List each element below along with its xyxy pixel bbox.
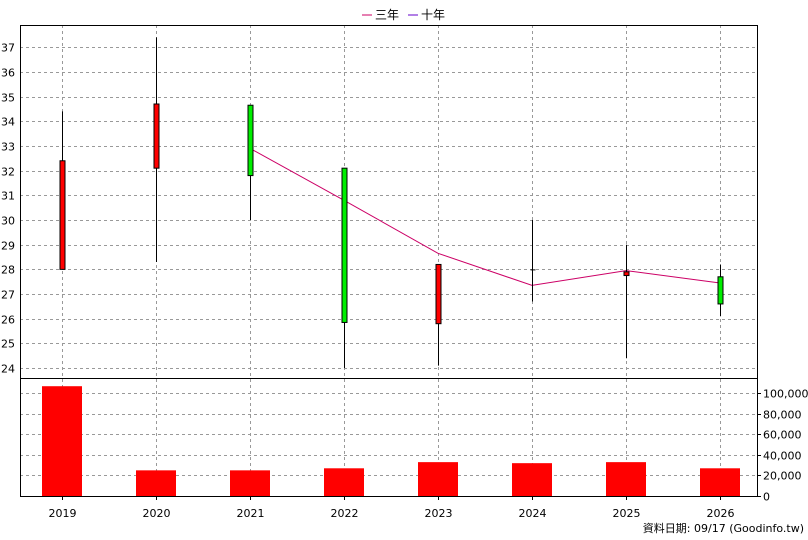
candle-body [623, 271, 630, 277]
price-tick-label: 29 [1, 240, 15, 253]
price-tick-label: 37 [1, 42, 15, 55]
candle-2026 [717, 264, 724, 317]
candle-2023 [435, 263, 442, 366]
plot-frame [20, 25, 758, 497]
volume-tick-label: 80,000 [763, 409, 802, 422]
legend: 三年 十年 [362, 8, 445, 22]
grid [20, 25, 757, 496]
price-tick-label: 28 [1, 264, 15, 277]
volume-tick-label: 100,000 [763, 388, 808, 401]
price-tick-label: 34 [1, 116, 15, 129]
volume-bar-2026 [700, 468, 740, 496]
x-tick-label: 2025 [613, 507, 641, 520]
price-tick-label: 26 [1, 314, 15, 327]
x-tick-label: 2024 [519, 507, 547, 520]
legend-entry: 三年 [362, 8, 399, 22]
price-axis: 24 25 26 27 28 29 30 31 32 33 34 35 36 37 [1, 42, 15, 376]
price-tick-label: 33 [1, 141, 15, 154]
x-tick-label: 2023 [425, 507, 453, 520]
volume-bar-2024 [512, 463, 552, 496]
volume-axis: 0 20,000 40,000 60,000 80,000 100,000 [757, 388, 808, 504]
x-tick-label: 2022 [331, 507, 359, 520]
candle-body [435, 263, 442, 325]
volume-bar-2022 [324, 468, 364, 496]
x-tick-label: 2021 [237, 507, 265, 520]
volume-tick-label: 20,000 [763, 470, 802, 483]
candle-2024 [530, 220, 536, 302]
candle-2020 [153, 37, 160, 262]
candle-2022 [341, 167, 348, 369]
footer-source: 資料日期: 09/17 (Goodinfo.tw) [643, 521, 804, 535]
legend-label: 三年 [375, 8, 399, 22]
x-tick-label: 2020 [143, 507, 171, 520]
price-tick-label: 31 [1, 190, 15, 203]
volume-tick-label: 40,000 [763, 450, 802, 463]
price-tick-label: 25 [1, 338, 15, 351]
legend-entry: 十年 [408, 8, 445, 22]
volume-bar-2023 [418, 462, 458, 496]
moving-average-lines [249, 147, 721, 286]
x-tick-label: 2019 [49, 507, 77, 520]
price-tick-label: 27 [1, 289, 15, 302]
price-tick-label: 24 [1, 363, 15, 376]
price-tick-label: 35 [1, 92, 15, 105]
volume-bars [42, 386, 740, 496]
x-axis: 2019 2020 2021 2022 2023 2024 2025 2026 [49, 496, 735, 520]
candlesticks [59, 37, 724, 369]
volume-bar-2021 [230, 470, 270, 496]
legend-label: 十年 [421, 8, 445, 22]
volume-bar-2020 [136, 470, 176, 496]
x-tick-label: 2026 [707, 507, 735, 520]
price-tick-label: 32 [1, 166, 15, 179]
candle-body [717, 276, 724, 305]
candle-body [153, 103, 160, 169]
volume-bar-2019 [42, 386, 82, 496]
ma-three-year-line [249, 147, 721, 286]
candle-body [247, 104, 254, 177]
price-tick-label: 30 [1, 215, 15, 228]
candle-2021 [247, 104, 254, 221]
price-tick-label: 36 [1, 67, 15, 80]
plot-border [20, 25, 758, 497]
volume-tick-label: 60,000 [763, 429, 802, 442]
candle-body [341, 167, 348, 323]
candle-2019 [59, 111, 66, 270]
candle-2025 [623, 244, 630, 359]
candle-body [59, 160, 66, 270]
volume-bar-2025 [606, 462, 646, 496]
volume-tick-label: 0 [763, 491, 770, 504]
